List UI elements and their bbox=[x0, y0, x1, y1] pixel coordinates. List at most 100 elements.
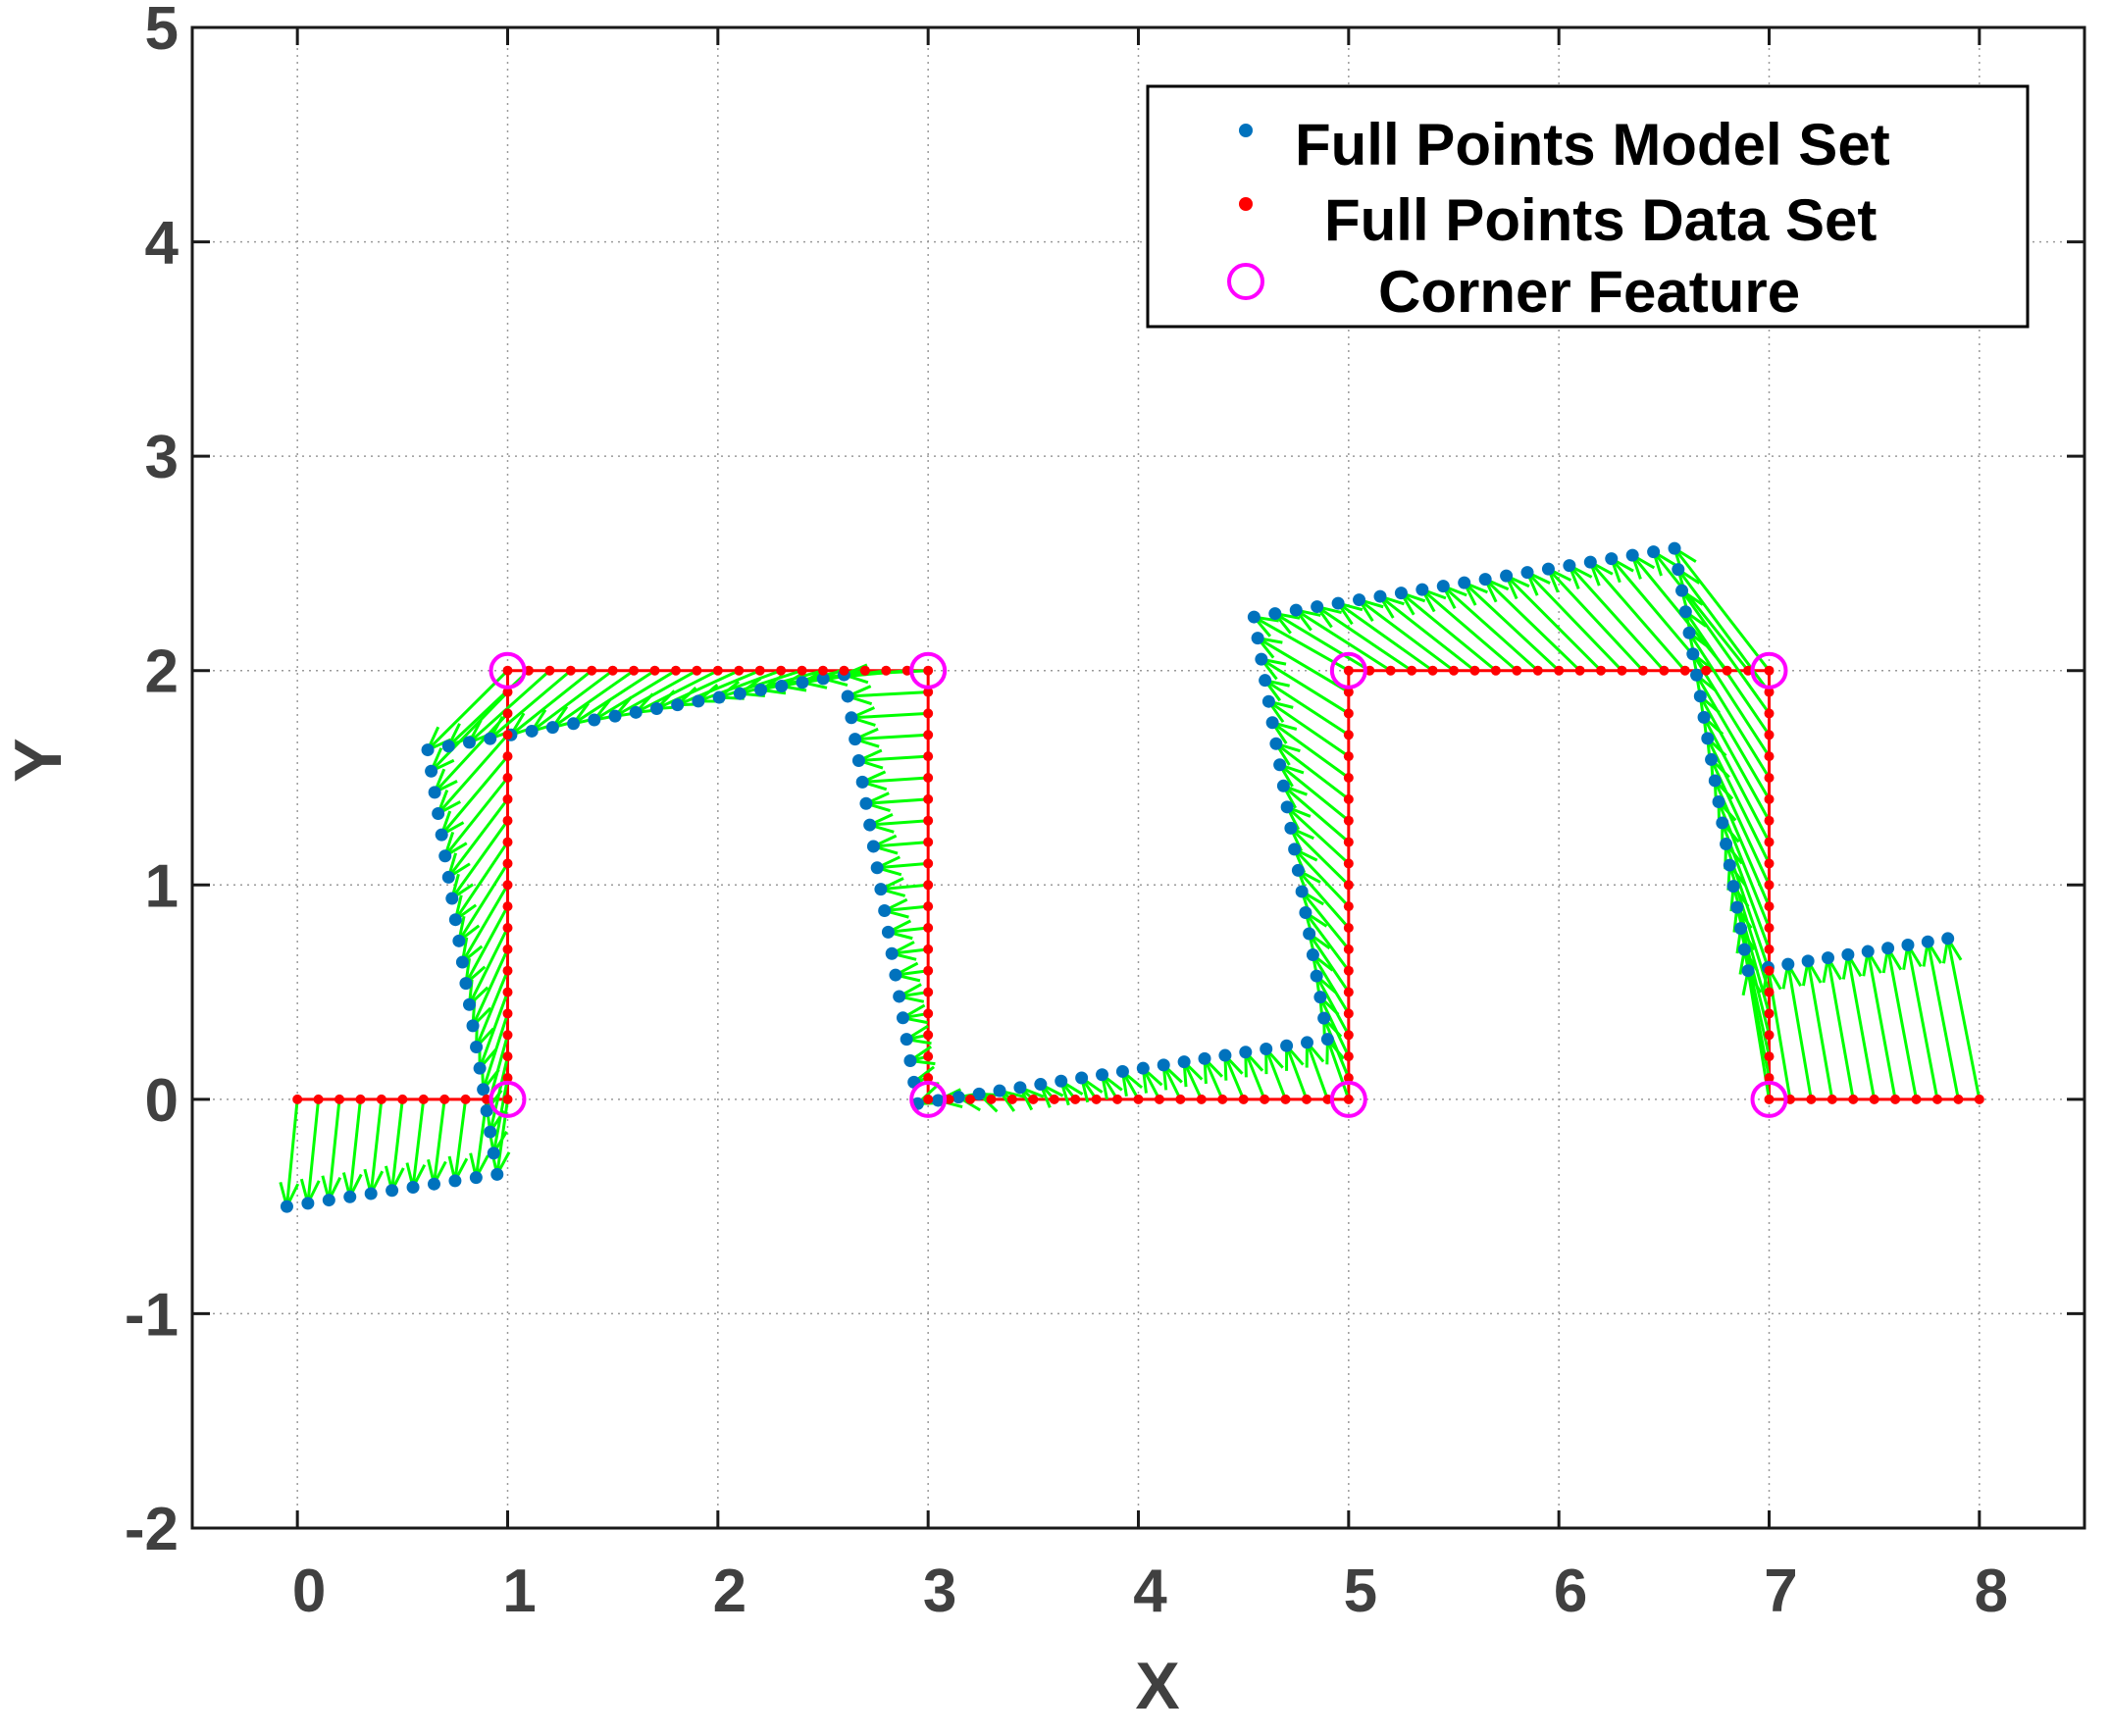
correspondence-arrow bbox=[531, 669, 614, 733]
correspondence-arrow bbox=[614, 669, 698, 718]
data-point bbox=[1784, 1094, 1795, 1104]
correspondence-arrow bbox=[1314, 975, 1351, 1037]
model-point bbox=[1693, 689, 1707, 703]
correspondence-arrow bbox=[284, 1098, 299, 1207]
correspondence-arrow bbox=[869, 819, 929, 827]
data-point bbox=[1364, 665, 1375, 676]
data-point bbox=[1722, 665, 1732, 676]
model-point bbox=[878, 904, 892, 918]
correspondence-arrow bbox=[1698, 695, 1771, 822]
model-point bbox=[1436, 580, 1450, 593]
data-point bbox=[1764, 858, 1775, 869]
model-point bbox=[796, 676, 809, 689]
data-point bbox=[1764, 730, 1775, 740]
model-point bbox=[1269, 737, 1283, 750]
correspondence-arrow bbox=[1203, 1057, 1224, 1100]
correspondence-arrow bbox=[454, 841, 509, 921]
model-point bbox=[470, 1041, 484, 1054]
model-point bbox=[425, 764, 438, 778]
correspondence-arrow bbox=[1695, 674, 1771, 800]
model-point bbox=[816, 672, 830, 686]
model-point bbox=[1320, 1033, 1334, 1047]
model-point bbox=[903, 1054, 917, 1068]
x-tick-label: 0 bbox=[292, 1557, 326, 1625]
model-point bbox=[1115, 1064, 1129, 1078]
axes bbox=[190, 26, 2086, 1530]
data-point bbox=[881, 665, 892, 676]
data-point bbox=[335, 1094, 345, 1104]
model-point bbox=[1311, 600, 1324, 614]
model-point bbox=[1563, 559, 1576, 573]
data-point bbox=[502, 687, 513, 697]
correspondence-arrow bbox=[468, 669, 551, 744]
model-point bbox=[1723, 858, 1736, 872]
model-point bbox=[588, 713, 601, 727]
model-point bbox=[1280, 800, 1294, 814]
correspondence-arrow bbox=[1525, 571, 1623, 672]
data-point bbox=[292, 1094, 303, 1104]
corner-feature-marker bbox=[909, 1080, 948, 1118]
model-point bbox=[462, 997, 476, 1011]
data-point bbox=[923, 730, 934, 740]
correspondence-arrow bbox=[888, 926, 929, 934]
model-point bbox=[608, 709, 622, 723]
data-point bbox=[1343, 965, 1354, 976]
correspondence-arrow bbox=[1652, 550, 1750, 672]
model-point bbox=[445, 892, 459, 905]
data-point bbox=[1764, 923, 1775, 933]
data-point bbox=[376, 1094, 386, 1104]
correspondence-arrow bbox=[873, 841, 929, 848]
correspondence-arrow bbox=[1358, 598, 1455, 672]
correspondence-arrow bbox=[850, 711, 929, 720]
correspondence-arrow bbox=[1866, 950, 1897, 1100]
correspondence-arrows bbox=[279, 544, 1981, 1211]
model-point bbox=[1303, 927, 1316, 941]
correspondence-arrow bbox=[551, 669, 635, 729]
data-point bbox=[1427, 665, 1438, 676]
data-point bbox=[1764, 901, 1775, 912]
correspondence-arrow bbox=[1568, 564, 1666, 672]
data-point bbox=[1343, 793, 1354, 804]
model-point bbox=[1678, 605, 1692, 619]
correspondence-arrow bbox=[848, 690, 929, 698]
x-tick-label: 4 bbox=[1133, 1557, 1167, 1625]
data-point bbox=[1175, 1094, 1186, 1104]
model-point bbox=[712, 690, 726, 704]
model-point bbox=[1268, 607, 1282, 621]
data-point bbox=[1407, 665, 1417, 676]
correspondence-arrow bbox=[390, 1098, 404, 1191]
data-point bbox=[1343, 837, 1354, 847]
correspondence-arrow bbox=[1589, 561, 1686, 672]
correspondence-arrow bbox=[450, 819, 509, 899]
model-point bbox=[889, 968, 902, 982]
model-point bbox=[870, 861, 884, 875]
model-point bbox=[1720, 838, 1733, 851]
model-point bbox=[1941, 932, 1955, 945]
model-point bbox=[1500, 569, 1514, 583]
model-point bbox=[1705, 752, 1719, 766]
model-point bbox=[484, 1125, 497, 1139]
data-point bbox=[1637, 665, 1648, 676]
correspondence-arrow bbox=[471, 948, 509, 1027]
data-point bbox=[776, 665, 787, 676]
correspondence-arrow bbox=[1322, 1017, 1351, 1079]
data-point bbox=[502, 1094, 513, 1104]
correspondence-arrow bbox=[1282, 785, 1350, 843]
model-point bbox=[1672, 563, 1685, 577]
model-point bbox=[863, 818, 877, 832]
model-point bbox=[629, 705, 643, 719]
model-point bbox=[1373, 589, 1387, 603]
data-point bbox=[502, 665, 513, 676]
model-point bbox=[1708, 774, 1722, 788]
correspondence-arrow bbox=[1886, 947, 1919, 1100]
model-point bbox=[567, 717, 581, 731]
correspondence-arrow bbox=[1400, 591, 1497, 672]
correspondence-arrow bbox=[306, 1098, 321, 1204]
model-point bbox=[1291, 863, 1305, 877]
data-point bbox=[1112, 1094, 1123, 1104]
data-point bbox=[502, 987, 513, 997]
data-point bbox=[1701, 665, 1712, 676]
model-point bbox=[448, 913, 462, 927]
correspondence-arrow bbox=[461, 884, 509, 963]
data-point bbox=[1322, 1094, 1333, 1104]
